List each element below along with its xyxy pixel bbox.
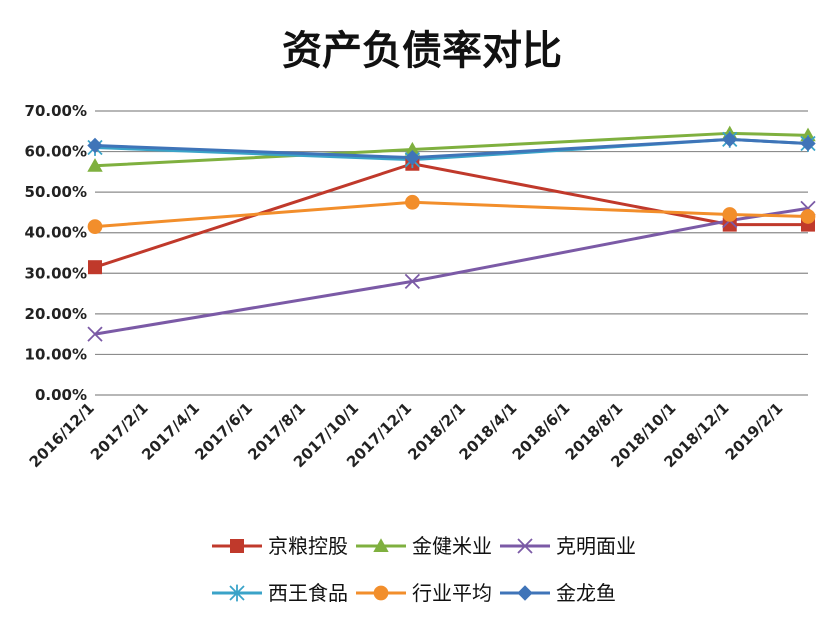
data-point-4-2: [722, 207, 738, 222]
legend-marker: [230, 539, 244, 553]
data-point-2-0: [87, 326, 103, 342]
x-axis: 2016/12/12017/2/12017/4/12017/6/12017/8/…: [26, 399, 787, 471]
series-line-5: [94, 137, 809, 160]
legend-item-4: 行业平均: [356, 581, 492, 605]
y-tick-label: 10.00%: [25, 345, 87, 363]
data-point-4-0: [87, 219, 103, 234]
data-point-1-0: [87, 158, 103, 172]
series-line-2: [94, 206, 809, 336]
series-markers: [87, 125, 816, 342]
legend-marker: [517, 585, 533, 601]
x-tick-label: 2016/12/1: [26, 399, 98, 471]
y-tick-label: 0.00%: [35, 386, 87, 404]
y-tick-label: 20.00%: [25, 305, 87, 323]
series-line-4: [94, 200, 809, 229]
data-point-2-1: [404, 273, 421, 290]
legend-item-3: 西王食品: [212, 581, 348, 605]
y-tick-label: 60.00%: [25, 143, 87, 161]
legend-label: 克明面业: [556, 534, 636, 558]
y-tick-label: 70.00%: [25, 102, 87, 120]
series-line-0: [94, 162, 808, 269]
data-point-1-3: [800, 127, 816, 142]
legend-label: 金龙鱼: [556, 581, 616, 605]
legend-label: 行业平均: [412, 581, 492, 605]
legend-item-2: 克明面业: [500, 534, 636, 558]
legend-marker: [229, 584, 245, 602]
legend-item-1: 金健米业: [356, 534, 492, 558]
data-point-5-0: [87, 137, 103, 154]
data-point-5-2: [722, 131, 738, 148]
data-point-0-0: [88, 260, 102, 275]
legend-marker: [373, 538, 389, 552]
y-tick-label: 50.00%: [25, 183, 87, 201]
data-point-5-3: [800, 135, 816, 152]
data-point-0-2: [722, 217, 737, 232]
y-tick-label: 30.00%: [25, 264, 87, 282]
y-tick-label: 40.00%: [25, 224, 87, 242]
data-point-4-3: [800, 209, 816, 224]
legend-label: 金健米业: [412, 534, 492, 558]
chart-title: 资产负债率对比: [282, 28, 562, 74]
series-lines: [94, 131, 809, 336]
legend-item-0: 京粮控股: [212, 534, 348, 558]
legend-label: 京粮控股: [268, 534, 348, 558]
data-point-5-1: [404, 149, 421, 166]
legend-item-5: 金龙鱼: [500, 581, 616, 605]
data-point-4-1: [405, 194, 420, 210]
data-point-1-1: [404, 141, 421, 156]
grid-lines: [95, 110, 808, 396]
series-line-1: [94, 131, 809, 168]
x-tick-label: 2019/2/1: [722, 399, 787, 464]
y-axis: 0.00% 10.00% 20.00% 30.00% 40.00% 50.00% 60.00…: [25, 102, 87, 404]
legend-marker: [517, 538, 533, 554]
legend-label: 西王食品: [268, 581, 348, 605]
legend-marker: [373, 585, 389, 601]
